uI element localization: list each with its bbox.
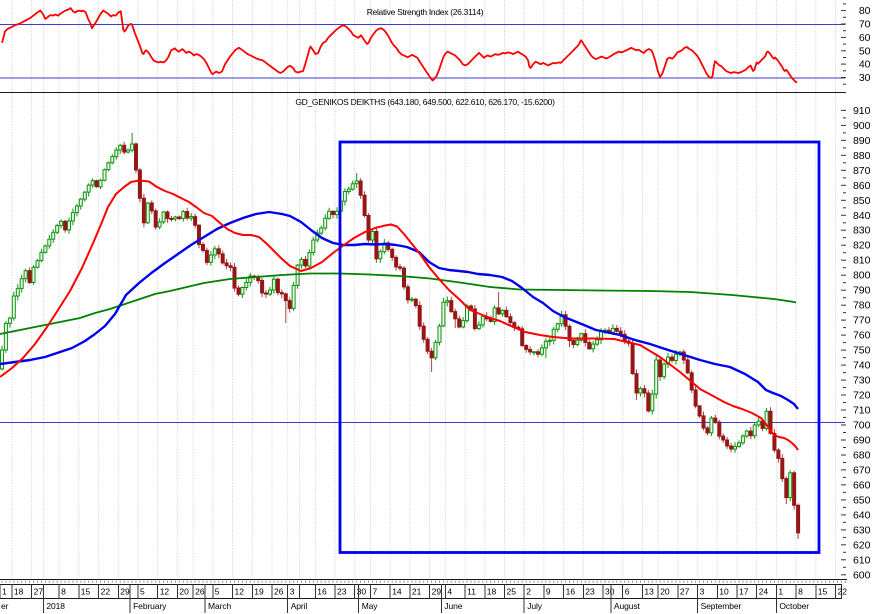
svg-text:February: February xyxy=(133,601,167,611)
svg-text:3: 3 xyxy=(290,587,295,597)
svg-text:16: 16 xyxy=(317,587,327,597)
svg-text:1: 1 xyxy=(778,587,783,597)
svg-text:22: 22 xyxy=(101,587,111,597)
svg-text:18: 18 xyxy=(14,587,24,597)
svg-text:810: 810 xyxy=(853,255,871,267)
svg-text:23: 23 xyxy=(337,587,347,597)
svg-text:670: 670 xyxy=(853,464,871,476)
svg-text:720: 720 xyxy=(853,390,871,402)
svg-text:610: 610 xyxy=(853,554,871,566)
svg-text:640: 640 xyxy=(853,509,871,521)
svg-text:19: 19 xyxy=(254,587,264,597)
svg-text:780: 780 xyxy=(853,300,871,312)
svg-text:September: September xyxy=(701,601,742,611)
svg-text:August: August xyxy=(614,601,641,611)
svg-text:5: 5 xyxy=(140,587,145,597)
svg-text:29: 29 xyxy=(120,587,130,597)
svg-text:70: 70 xyxy=(859,19,871,31)
svg-text:8: 8 xyxy=(798,587,803,597)
svg-text:600: 600 xyxy=(853,569,871,581)
svg-text:730: 730 xyxy=(853,375,871,387)
svg-text:850: 850 xyxy=(853,195,871,207)
svg-text:9: 9 xyxy=(546,587,551,597)
svg-text:910: 910 xyxy=(853,105,871,117)
svg-text:GD_GENIKOS DEIKTHS (643.180, 6: GD_GENIKOS DEIKTHS (643.180, 649.500, 62… xyxy=(295,97,555,107)
svg-text:Relative Strength Index (26.31: Relative Strength Index (26.3114) xyxy=(367,7,484,17)
svg-text:890: 890 xyxy=(853,135,871,147)
svg-text:680: 680 xyxy=(853,450,871,462)
svg-text:690: 690 xyxy=(853,435,871,447)
svg-text:40: 40 xyxy=(859,59,871,71)
svg-text:30: 30 xyxy=(859,72,871,84)
svg-text:23: 23 xyxy=(585,587,595,597)
svg-text:2: 2 xyxy=(526,587,531,597)
svg-text:840: 840 xyxy=(853,210,871,222)
svg-text:11: 11 xyxy=(467,587,476,597)
svg-text:60: 60 xyxy=(859,32,871,44)
svg-text:15: 15 xyxy=(818,587,828,597)
svg-text:30: 30 xyxy=(357,587,367,597)
svg-text:March: March xyxy=(208,601,231,611)
svg-text:800: 800 xyxy=(853,270,871,282)
svg-text:June: June xyxy=(444,601,462,611)
svg-text:80: 80 xyxy=(859,5,871,17)
svg-text:22: 22 xyxy=(838,587,848,597)
svg-text:15: 15 xyxy=(81,587,91,597)
svg-text:4: 4 xyxy=(447,587,452,597)
svg-text:26: 26 xyxy=(195,587,205,597)
svg-text:er: er xyxy=(1,601,9,611)
svg-text:20: 20 xyxy=(660,587,670,597)
svg-text:26: 26 xyxy=(274,587,284,597)
svg-text:700: 700 xyxy=(853,420,871,432)
svg-text:770: 770 xyxy=(853,315,871,327)
svg-text:3: 3 xyxy=(700,587,705,597)
svg-text:21: 21 xyxy=(412,587,422,597)
svg-text:October: October xyxy=(779,601,809,611)
svg-text:30: 30 xyxy=(605,587,615,597)
svg-text:1: 1 xyxy=(2,587,7,597)
svg-text:870: 870 xyxy=(853,165,871,177)
svg-text:900: 900 xyxy=(853,120,871,132)
svg-text:50: 50 xyxy=(859,45,871,57)
svg-text:2018: 2018 xyxy=(46,601,65,611)
svg-text:790: 790 xyxy=(853,285,871,297)
svg-text:18: 18 xyxy=(487,587,497,597)
svg-text:25: 25 xyxy=(507,587,517,597)
svg-text:16: 16 xyxy=(566,587,576,597)
svg-text:12: 12 xyxy=(160,587,170,597)
svg-text:27: 27 xyxy=(680,587,690,597)
svg-text:620: 620 xyxy=(853,539,871,551)
svg-text:17: 17 xyxy=(739,587,749,597)
svg-text:8: 8 xyxy=(61,587,66,597)
svg-text:5: 5 xyxy=(215,587,220,597)
svg-text:10: 10 xyxy=(719,587,729,597)
svg-text:20: 20 xyxy=(179,587,189,597)
svg-text:13: 13 xyxy=(644,587,654,597)
svg-text:24: 24 xyxy=(759,587,769,597)
svg-text:29: 29 xyxy=(432,587,442,597)
svg-text:April: April xyxy=(291,601,308,611)
svg-text:820: 820 xyxy=(853,240,871,252)
svg-text:630: 630 xyxy=(853,524,871,536)
svg-text:830: 830 xyxy=(853,225,871,237)
svg-text:July: July xyxy=(527,601,543,611)
svg-text:14: 14 xyxy=(392,587,402,597)
svg-text:7: 7 xyxy=(373,587,378,597)
svg-text:740: 740 xyxy=(853,360,871,372)
svg-text:860: 860 xyxy=(853,180,871,192)
svg-text:710: 710 xyxy=(853,405,871,417)
svg-text:650: 650 xyxy=(853,494,871,506)
svg-text:880: 880 xyxy=(853,150,871,162)
svg-text:6: 6 xyxy=(625,587,630,597)
svg-text:660: 660 xyxy=(853,479,871,491)
svg-text:12: 12 xyxy=(235,587,245,597)
svg-text:May: May xyxy=(362,601,379,611)
svg-text:27: 27 xyxy=(34,587,44,597)
svg-text:750: 750 xyxy=(853,345,871,357)
svg-text:760: 760 xyxy=(853,330,871,342)
